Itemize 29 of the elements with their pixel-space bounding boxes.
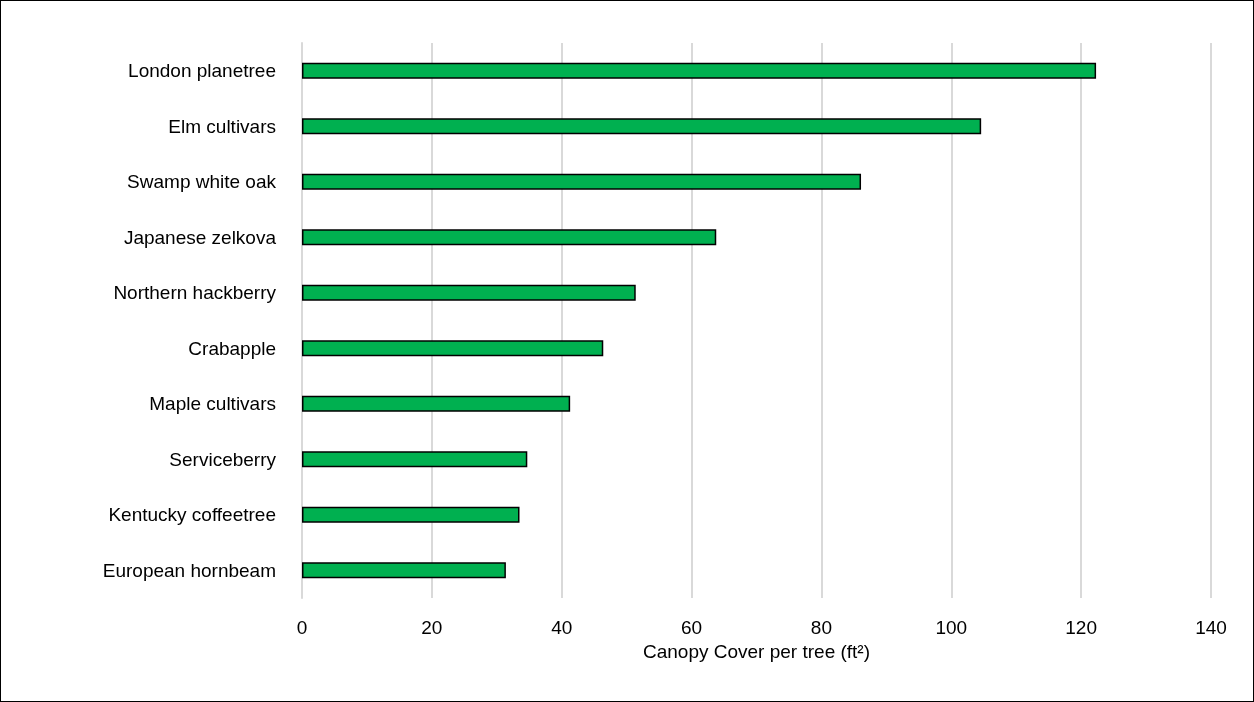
y-tick-label: Maple cultivars [149, 393, 276, 415]
y-tick-label: London planetree [128, 60, 276, 82]
y-tick-label: Crabapple [188, 337, 276, 359]
x-axis-title: Canopy Cover per tree (ft²) [642, 640, 871, 662]
bar [302, 451, 528, 468]
bar [302, 284, 636, 301]
x-tick-label: 100 [935, 617, 968, 638]
y-tick-label: Swamp white oak [127, 171, 277, 193]
bar [302, 340, 604, 357]
y-tick-label: Japanese zelkova [123, 226, 277, 248]
x-tick-label: 120 [1065, 617, 1097, 638]
y-tick-label: Northern hackberry [113, 282, 277, 304]
y-tick-label: European hornbeam [102, 559, 276, 581]
y-tick-label: Serviceberry [169, 448, 277, 470]
x-tick-label: 140 [1195, 617, 1227, 638]
bar [302, 395, 571, 412]
bar [302, 506, 520, 523]
x-tick-label: 40 [551, 617, 573, 638]
x-tick-label: 80 [810, 617, 832, 638]
y-tick-label: Elm cultivars [168, 115, 276, 137]
x-tick-label: 20 [421, 617, 443, 638]
x-tick-label: 60 [681, 617, 703, 638]
bar [302, 173, 862, 190]
bar [302, 118, 982, 135]
bar [302, 562, 506, 579]
x-tick-label: 0 [296, 617, 308, 638]
bar [302, 62, 1097, 79]
bar [302, 229, 717, 246]
y-tick-label: Kentucky coffeetree [108, 504, 276, 526]
